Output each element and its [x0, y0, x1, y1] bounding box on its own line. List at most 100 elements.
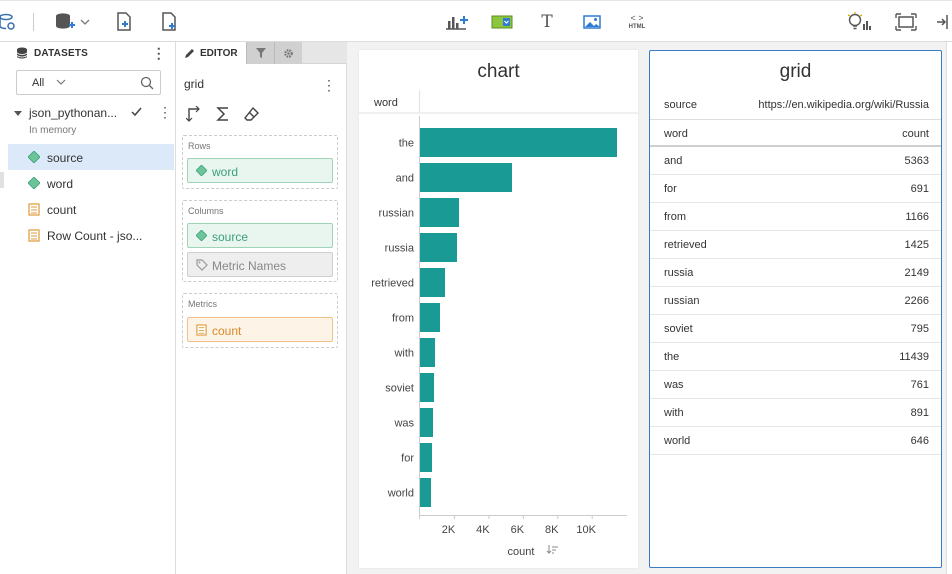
table-cell-word: russia	[664, 267, 694, 279]
bar-from[interactable]	[420, 303, 440, 332]
checkmark-icon[interactable]	[130, 106, 142, 118]
editor-panel: EDITOR grid ⋮ Rows word Columns source M…	[176, 42, 347, 574]
table-cell-count: 646	[910, 435, 929, 447]
dimension-icon	[28, 177, 40, 189]
chevron-down-icon	[56, 79, 66, 85]
metrics-caption: Metrics	[188, 299, 217, 309]
bar-was[interactable]	[420, 408, 433, 437]
dataset-item[interactable]: json_pythonan... ⋮	[0, 100, 174, 126]
x-tick-label: 4K	[476, 524, 490, 536]
bar-the[interactable]	[420, 128, 617, 157]
table-cell-word: for	[664, 183, 677, 195]
table-row[interactable]: from 1166	[650, 203, 941, 231]
y-tick-label: was	[393, 418, 414, 430]
table-row[interactable]: with 891	[650, 399, 941, 427]
dataset-more-icon[interactable]: ⋮	[158, 104, 172, 120]
eraser-icon[interactable]	[244, 106, 260, 122]
field-row-count[interactable]: Row Count - jso...	[0, 222, 174, 248]
caret-down-icon[interactable]	[13, 108, 23, 118]
metrics-pill-count[interactable]: count	[187, 317, 333, 342]
field-count[interactable]: count	[0, 196, 174, 222]
image-icon[interactable]	[582, 11, 602, 33]
fit-screen-icon[interactable]	[894, 11, 918, 33]
rows-shelf[interactable]: Rows word	[182, 135, 338, 189]
viz-more-icon[interactable]: ⋮	[322, 77, 336, 93]
table-row[interactable]: russian 2266	[650, 287, 941, 315]
grid-source-header: source https://en.wikipedia.org/wiki/Rus…	[650, 93, 941, 119]
metric-icon	[28, 229, 40, 242]
table-row[interactable]: retrieved 1425	[650, 231, 941, 259]
y-tick-label: soviet	[385, 383, 414, 395]
bar-world[interactable]	[420, 478, 431, 507]
columns-shelf[interactable]: Columns source Metric Names	[182, 200, 338, 282]
x-tick-label: 2K	[442, 524, 456, 536]
grid-col-word[interactable]: word	[664, 128, 688, 140]
sort-icon[interactable]	[546, 545, 558, 554]
add-document-icon[interactable]	[159, 11, 179, 33]
bar-russian[interactable]	[420, 198, 459, 227]
datasets-title: DATASETS	[34, 47, 89, 59]
table-row[interactable]: world 646	[650, 427, 941, 455]
right-panel-edge	[946, 42, 952, 574]
table-row[interactable]: was 761	[650, 371, 941, 399]
table-cell-count: 891	[910, 407, 929, 419]
table-cell-count: 2149	[904, 267, 929, 279]
datasets-more-icon[interactable]: ⋮	[151, 45, 166, 61]
html-icon[interactable]: < > HTML	[628, 12, 646, 30]
dataset-filter-select[interactable]: All	[16, 70, 161, 95]
pill-label: source	[212, 230, 249, 244]
tag-icon	[196, 259, 208, 271]
rows-pill-word[interactable]: word	[187, 158, 333, 183]
pencil-icon	[185, 48, 194, 58]
grid-col-count[interactable]: count	[902, 128, 929, 140]
columns-caption: Columns	[188, 206, 224, 216]
bar-and[interactable]	[420, 163, 512, 192]
bar-chart[interactable]: word the and russian russia retrieved from wit…	[359, 50, 638, 568]
metrics-shelf[interactable]: Metrics count	[182, 293, 338, 348]
table-row[interactable]: russia 2149	[650, 259, 941, 287]
field-source[interactable]: source	[8, 144, 174, 170]
x-tick-label: 8K	[545, 524, 559, 536]
bar-for[interactable]	[420, 443, 432, 472]
x-tick-label: 6K	[511, 524, 525, 536]
grid-title: grid	[779, 61, 812, 82]
insight-icon[interactable]	[847, 11, 871, 33]
y-tick-label: and	[396, 173, 414, 185]
tab-editor[interactable]: EDITOR	[176, 42, 246, 64]
table-cell-word: the	[664, 351, 680, 363]
tab-settings[interactable]	[274, 42, 302, 64]
export-icon[interactable]	[936, 11, 952, 33]
y-tick-label: world	[387, 488, 414, 500]
top-toolbar: T < > HTML	[0, 0, 952, 42]
grid-column-header: word count	[650, 119, 941, 147]
bar-soviet[interactable]	[420, 373, 434, 402]
table-row[interactable]: soviet 795	[650, 315, 941, 343]
table-row[interactable]: and 5363	[650, 147, 941, 175]
add-database-icon[interactable]	[54, 11, 92, 33]
bar-russia[interactable]	[420, 233, 457, 262]
sigma-icon[interactable]	[216, 106, 230, 122]
swap-axes-icon[interactable]	[186, 106, 202, 122]
table-row[interactable]: for 691	[650, 175, 941, 203]
table-cell-word: retrieved	[664, 239, 707, 251]
tab-filter[interactable]	[246, 42, 274, 64]
new-page-icon[interactable]	[114, 11, 134, 33]
bar-with[interactable]	[420, 338, 435, 367]
datasource-icon[interactable]	[0, 11, 16, 33]
panel-resize-handle[interactable]	[0, 172, 4, 188]
filter-widget-icon[interactable]	[490, 11, 514, 33]
table-row[interactable]: the 11439	[650, 343, 941, 371]
y-tick-label: retrieved	[371, 278, 414, 290]
chart-widget[interactable]: chart word the and russian russia retrieved f…	[359, 50, 638, 568]
search-icon[interactable]	[140, 76, 154, 90]
field-label: count	[47, 203, 77, 217]
field-word[interactable]: word	[0, 170, 174, 196]
columns-pill-metric-names[interactable]: Metric Names	[187, 252, 333, 277]
bar-retrieved[interactable]	[420, 268, 445, 297]
text-icon[interactable]: T	[541, 12, 553, 32]
table-cell-count: 1425	[904, 239, 929, 251]
grid-widget[interactable]: grid source https://en.wikipedia.org/wik…	[649, 50, 942, 568]
add-chart-icon[interactable]	[444, 11, 470, 33]
columns-pill-source[interactable]: source	[187, 223, 333, 248]
table-cell-count: 1166	[905, 211, 929, 223]
